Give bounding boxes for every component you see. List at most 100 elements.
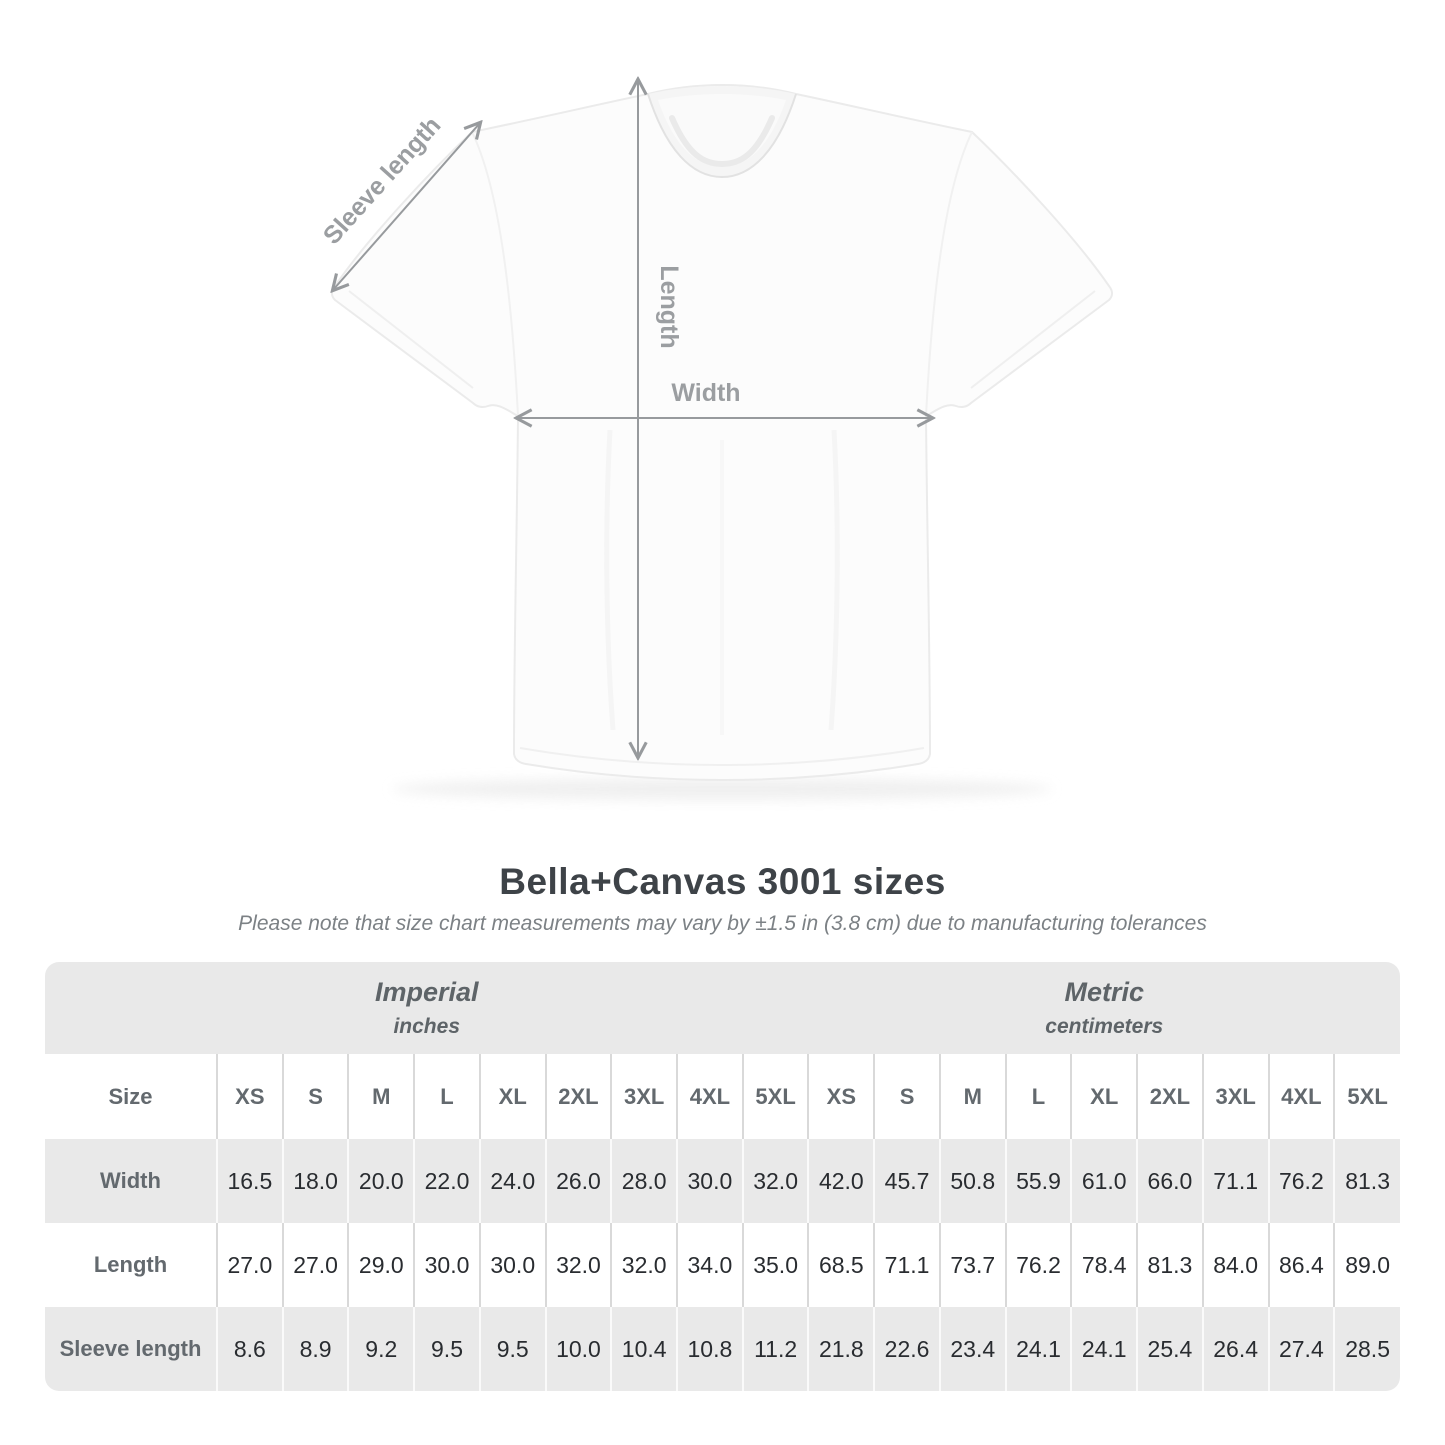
size-col-header: XS [216,1054,283,1139]
value-cell: 78.4 [1070,1223,1138,1307]
value-cell: 81.3 [1333,1139,1400,1223]
value-cell: 28.5 [1333,1307,1400,1391]
value-cell: 68.5 [807,1223,875,1307]
size-col-header: M [347,1054,415,1139]
collar [647,86,797,179]
value-cell: 30.0 [413,1223,480,1307]
value-cell: 9.2 [347,1307,415,1391]
size-col-header: S [281,1054,349,1139]
size-col-header: 2XL [544,1054,612,1139]
size-table: Imperial inches Metric centimeters Size … [45,962,1400,1391]
value-cell: 22.0 [413,1139,480,1223]
value-cell: 25.4 [1136,1307,1203,1391]
value-cell: 76.2 [1004,1223,1072,1307]
sleeve-length-arrow [333,123,480,290]
value-cell: 30.0 [478,1223,546,1307]
metric-label: Metric [1064,977,1144,1007]
value-cell: 10.8 [676,1307,743,1391]
row-label: Width [45,1139,217,1223]
size-table-body: Width 16.5 18.0 20.0 22.0 24.0 26.0 28.0 30.0 32.… [45,1139,1400,1391]
value-cell: 24.1 [1004,1307,1072,1391]
value-cell: 55.9 [1004,1139,1072,1223]
row-label: Length [45,1223,217,1307]
size-chart: Imperial inches Metric centimeters Size … [45,962,1400,1391]
value-cell: 27.0 [216,1223,283,1307]
value-cell: 27.0 [281,1223,349,1307]
imperial-unit-label: inches [393,1015,460,1038]
row-label: Sleeve length [45,1307,217,1391]
size-col-header: M [938,1054,1006,1139]
value-cell: 10.4 [610,1307,678,1391]
unit-group-row: Imperial inches Metric centimeters [45,962,1400,1054]
size-col-header: L [1004,1054,1072,1139]
tshirt-diagram: Sleeve length Length Width [318,0,1113,800]
shirt-shadow [392,778,1052,800]
value-cell: 32.0 [741,1139,809,1223]
value-cell: 9.5 [478,1307,546,1391]
size-col-header: 5XL [1333,1054,1400,1139]
tolerance-note: Please note that size chart measurements… [238,912,1207,935]
size-col-header: S [873,1054,940,1139]
value-cell: 81.3 [1136,1223,1203,1307]
shirt-seams [348,131,1096,767]
value-cell: 73.7 [938,1223,1006,1307]
table-row: Width 16.5 18.0 20.0 22.0 24.0 26.0 28.0 30.0 32.… [45,1139,1400,1223]
size-row-label: Size [45,1054,217,1139]
value-cell: 10.0 [544,1307,612,1391]
value-cell: 21.8 [807,1307,875,1391]
value-cell: 71.1 [1201,1139,1269,1223]
metric-unit-label: centimeters [1045,1015,1164,1038]
length-label: Length [655,265,683,348]
size-col-header: XS [807,1054,875,1139]
size-col-header: 2XL [1136,1054,1203,1139]
value-cell: 45.7 [873,1139,940,1223]
value-cell: 76.2 [1267,1139,1335,1223]
imperial-group-header: Imperial inches [45,962,809,1054]
value-cell: 22.6 [873,1307,940,1391]
value-cell: 26.4 [1201,1307,1269,1391]
table-row: Sleeve length 8.6 8.9 9.2 9.5 9.5 10.0 10.4 10.8… [45,1307,1400,1391]
size-col-header: 4XL [1267,1054,1335,1139]
table-row: Length 27.0 27.0 29.0 30.0 30.0 32.0 32.0 34.0 35… [45,1223,1400,1307]
value-cell: 23.4 [938,1307,1006,1391]
size-header-row: Size XS S M L XL 2XL 3XL 4XL 5XL XS S M L XL 2XL 3XL 4XL… [45,1054,1400,1139]
size-guide-page: Sleeve length Length Width Bella+Canvas … [45,0,1400,1391]
value-cell: 50.8 [938,1139,1006,1223]
value-cell: 32.0 [544,1223,612,1307]
size-col-header: 4XL [676,1054,743,1139]
value-cell: 27.4 [1267,1307,1335,1391]
value-cell: 35.0 [741,1223,809,1307]
value-cell: 20.0 [347,1139,415,1223]
size-col-header: 3XL [1201,1054,1269,1139]
width-label: Width [671,379,740,407]
value-cell: 24.0 [478,1139,546,1223]
page-title: Bella+Canvas 3001 sizes [499,861,946,902]
size-col-header: 5XL [741,1054,809,1139]
value-cell: 30.0 [676,1139,743,1223]
size-col-header: XL [1070,1054,1138,1139]
imperial-label: Imperial [374,977,479,1007]
size-col-header: L [413,1054,480,1139]
measurement-arrows [333,80,932,757]
value-cell: 42.0 [807,1139,875,1223]
value-cell: 71.1 [873,1223,940,1307]
value-cell: 84.0 [1201,1223,1269,1307]
value-cell: 18.0 [281,1139,349,1223]
value-cell: 86.4 [1267,1223,1335,1307]
metric-group-header: Metric centimeters [808,962,1400,1054]
value-cell: 28.0 [610,1139,678,1223]
tshirt-illustration: Sleeve length Length Width [318,0,1113,800]
value-cell: 11.2 [741,1307,809,1391]
size-col-header: 3XL [610,1054,678,1139]
value-cell: 66.0 [1136,1139,1203,1223]
value-cell: 89.0 [1333,1223,1400,1307]
value-cell: 8.6 [216,1307,283,1391]
value-cell: 32.0 [610,1223,678,1307]
value-cell: 34.0 [676,1223,743,1307]
value-cell: 16.5 [216,1139,283,1223]
value-cell: 29.0 [347,1223,415,1307]
value-cell: 9.5 [413,1307,480,1391]
size-col-header: XL [478,1054,546,1139]
value-cell: 24.1 [1070,1307,1138,1391]
value-cell: 26.0 [544,1139,612,1223]
